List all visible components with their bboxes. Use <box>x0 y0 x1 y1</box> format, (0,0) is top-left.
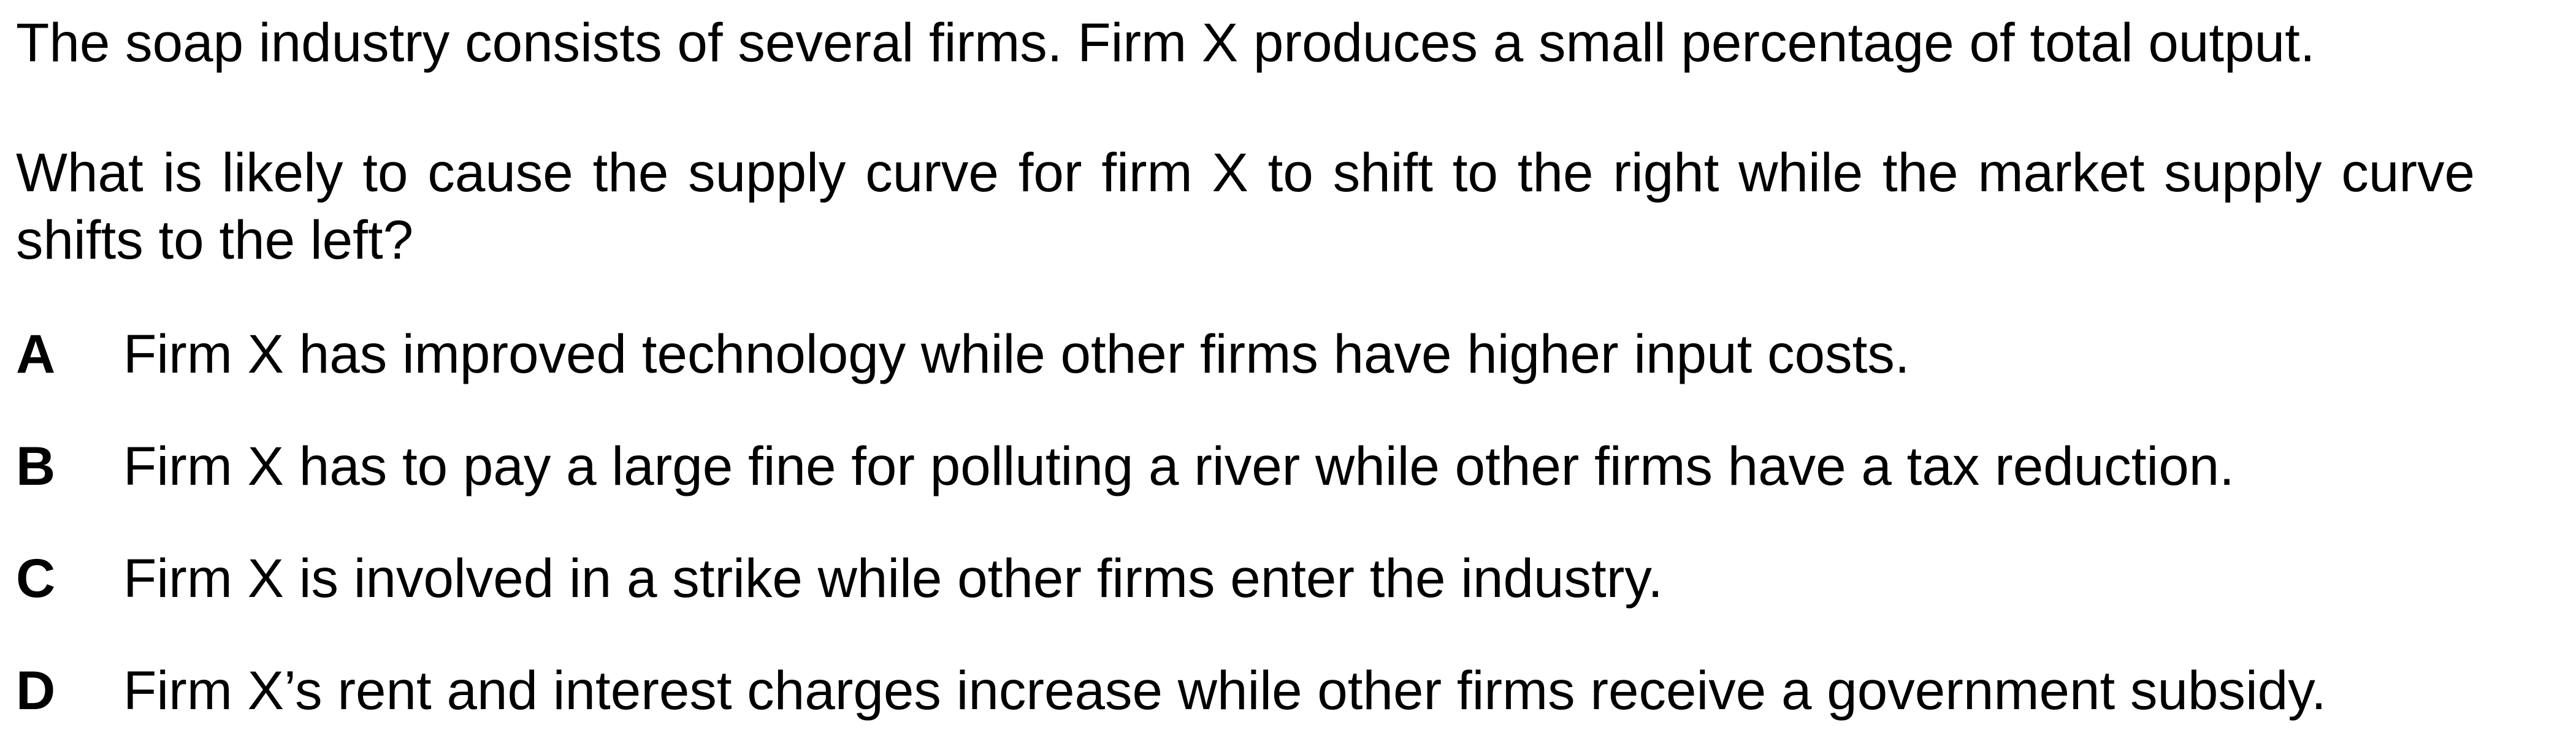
option-text: Firm X is involved in a strike while oth… <box>123 547 1663 609</box>
question-text: What is likely to cause the supply curve… <box>16 142 2475 270</box>
option-letter: B <box>16 435 56 496</box>
option-text: Firm X has to pay a large fine for pollu… <box>123 435 2234 496</box>
option-letter: A <box>16 323 56 384</box>
option-letter: D <box>16 659 56 721</box>
option-letter: C <box>16 547 56 609</box>
intro-text: The soap industry consists of several fi… <box>16 12 2315 73</box>
option-text: Firm X’s rent and interest charges incre… <box>123 659 2326 721</box>
option-text: Firm X has improved technology while oth… <box>123 323 1910 384</box>
